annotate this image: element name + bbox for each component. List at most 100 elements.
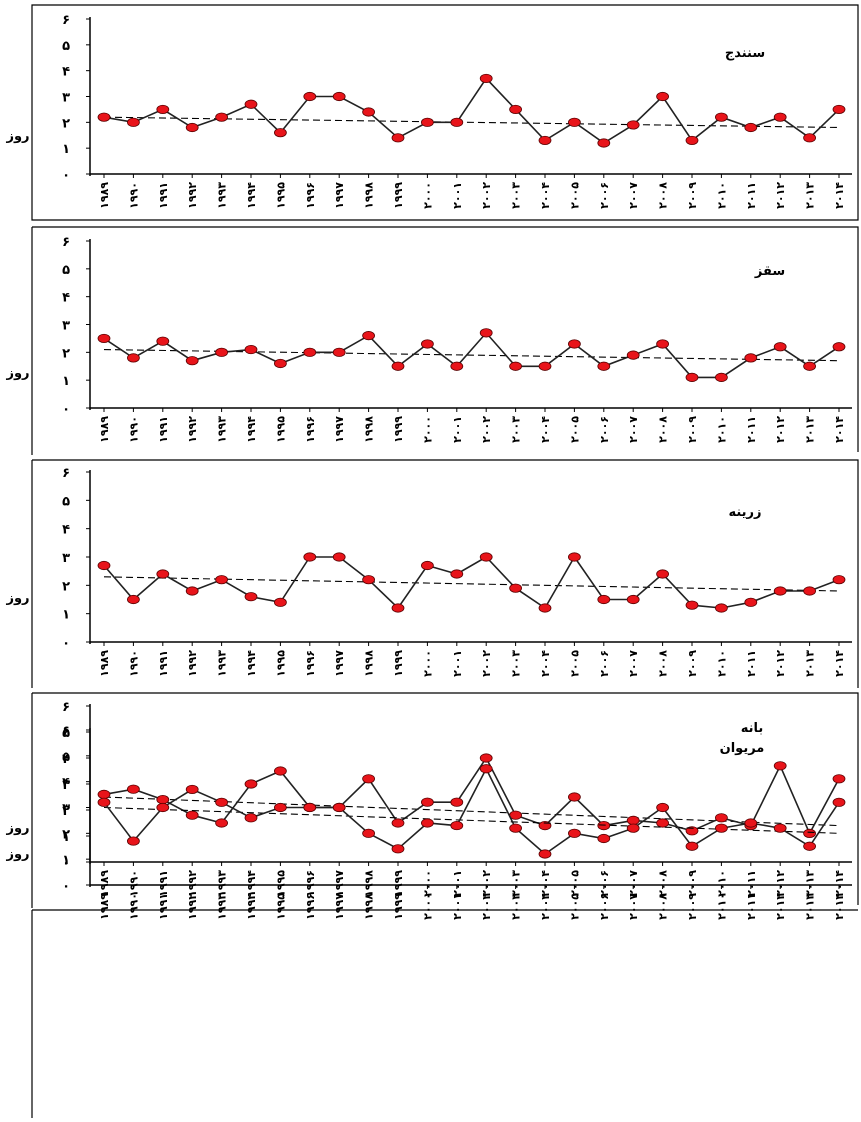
x-tick-label: ۲۰۱۲ xyxy=(774,870,787,897)
y-tick-label: ۳ xyxy=(62,91,70,106)
x-tick-label: ۲۰۰۰ xyxy=(421,416,434,443)
data-point xyxy=(185,356,199,366)
data-point xyxy=(597,138,611,148)
x-tick-label: ۲۰۰۹ xyxy=(686,650,699,677)
panel-frame-2 xyxy=(31,226,859,455)
data-point xyxy=(832,104,846,115)
data-point xyxy=(156,802,170,813)
y-tick-label: ۴ xyxy=(62,291,70,306)
data-point xyxy=(362,575,376,585)
x-tick-label: ۱۹۹۹ xyxy=(392,416,405,443)
data-point xyxy=(126,117,140,127)
data-point xyxy=(185,122,199,133)
panel-frame-5 xyxy=(31,909,858,1118)
x-tick-label: ۱۹۹۰ xyxy=(127,182,140,209)
data-point xyxy=(215,797,229,807)
x-tick-label: ۲۰۱۱ xyxy=(745,870,758,897)
data-point xyxy=(509,361,522,371)
x-tick-label: ۱۹۹۴ xyxy=(245,650,258,677)
data-point xyxy=(244,813,258,823)
y-tick-label: ۳ xyxy=(62,802,70,817)
data-point xyxy=(538,849,552,859)
x-tick-label: ۲۰۱۲ xyxy=(774,416,787,443)
x-tick-label: ۱۹۹۱ xyxy=(157,416,170,443)
data-point xyxy=(273,597,287,607)
data-point xyxy=(715,603,728,613)
x-tick-label: ۱۹۹۵ xyxy=(274,870,287,897)
data-point xyxy=(715,823,728,833)
x-tick-label: ۱۹۹۷ xyxy=(333,870,346,897)
x-tick-label: ۱۹۹۴ xyxy=(245,416,258,443)
x-tick-label: ۲۰۰۴ xyxy=(539,893,552,920)
x-tick-label: ۲۰۱۰ xyxy=(715,870,728,897)
y-tick-label: ۵ xyxy=(62,726,70,741)
x-tick-label: ۲۰۰۹ xyxy=(686,416,699,443)
x-tick-label: ۱۹۹۴ xyxy=(245,870,258,897)
panel-frame-1 xyxy=(31,4,859,221)
x-tick-label: ۲۰۰۵ xyxy=(568,650,581,677)
data-point xyxy=(568,792,581,802)
x-tick-label: ۲۰۰۷ xyxy=(627,650,640,677)
x-tick-label: ۲۰۰۷ xyxy=(627,182,640,209)
y-tick-label: ۴ xyxy=(62,776,70,791)
data-point xyxy=(509,104,522,115)
data-point xyxy=(538,361,552,371)
y-tick-label: ۱ xyxy=(62,608,70,623)
x-tick-label: ۲۰۱۳ xyxy=(804,416,817,443)
x-tick-label: ۱۹۹۲ xyxy=(186,416,199,443)
data-point xyxy=(97,112,111,122)
station-title: زرینه xyxy=(728,505,761,520)
x-tick-label: ۲۰۱۴ xyxy=(833,893,846,920)
y-tick-label: ۳ xyxy=(62,551,70,566)
data-point xyxy=(832,342,846,352)
data-point xyxy=(273,128,287,138)
data-point xyxy=(509,583,522,593)
x-tick-label: ۲۰۰۵ xyxy=(568,893,581,920)
x-tick-label: ۲۰۰۲ xyxy=(480,182,493,209)
x-tick-label: ۲۰۱۴ xyxy=(833,870,846,897)
data-point xyxy=(597,594,611,605)
x-tick-label: ۱۹۹۳ xyxy=(216,650,229,677)
x-tick-label: ۱۹۹۸ xyxy=(363,870,376,897)
y-tick-label: ۱ xyxy=(62,374,70,389)
data-point xyxy=(303,552,317,562)
x-tick-label: ۲۰۰۳ xyxy=(510,182,523,209)
y-tick-label: ۵ xyxy=(62,39,70,54)
x-tick-label: ۱۹۹۷ xyxy=(333,416,346,443)
data-point xyxy=(773,761,787,771)
chart-panel-3: ۰ ۱ ۲ ۳ ۴ ۵ ۶ ۱۹۸۹ ۱۹۹۰ ۱۹۹۱ ۱۹۹۲ ۱۹۹۳ ۱۹۹۴ ۱۹۹۵ ۱۹۹۶ ۱… xyxy=(5,466,852,677)
data-point xyxy=(362,828,376,838)
x-tick-label: ۲۰۱۰ xyxy=(715,182,728,209)
x-tick-label: ۲۰۰۹ xyxy=(686,870,699,897)
data-point xyxy=(656,569,669,579)
x-tick-label: ۱۹۹۴ xyxy=(245,182,258,209)
data-point xyxy=(803,841,816,851)
data-point xyxy=(744,122,758,133)
data-point xyxy=(685,600,699,610)
x-tick-label: ۱۹۹۸ xyxy=(363,416,376,443)
data-point xyxy=(391,844,405,854)
x-tick-label: ۱۹۹۸ xyxy=(363,182,376,209)
x-tick-label: ۱۹۹۷ xyxy=(333,182,346,209)
x-tick-label: ۲۰۰۲ xyxy=(480,416,493,443)
data-point xyxy=(568,117,581,127)
x-tick-label: ۲۰۰۴ xyxy=(539,416,552,443)
data-point xyxy=(479,552,493,562)
x-tick-label: ۲۰۰۷ xyxy=(627,870,640,897)
data-point xyxy=(597,833,611,844)
x-tick-label: ۱۹۹۹ xyxy=(392,870,405,897)
data-point xyxy=(362,331,376,341)
x-tick-label: ۱۹۹۲ xyxy=(186,893,199,920)
y-tick-label: ۱ xyxy=(62,830,70,845)
x-tick-label: ۱۹۹۴ xyxy=(245,893,258,920)
data-point xyxy=(332,552,346,562)
y-tick-label: ۶ xyxy=(62,13,70,28)
x-tick-label: ۲۰۰۴ xyxy=(539,650,552,677)
y-axis-label: روز xyxy=(5,821,29,836)
data-point xyxy=(685,135,699,146)
y-tick-label: ۰ xyxy=(62,636,70,651)
data-point xyxy=(597,361,611,371)
data-point xyxy=(332,802,346,813)
trend-line xyxy=(103,576,840,592)
data-point xyxy=(244,344,258,355)
